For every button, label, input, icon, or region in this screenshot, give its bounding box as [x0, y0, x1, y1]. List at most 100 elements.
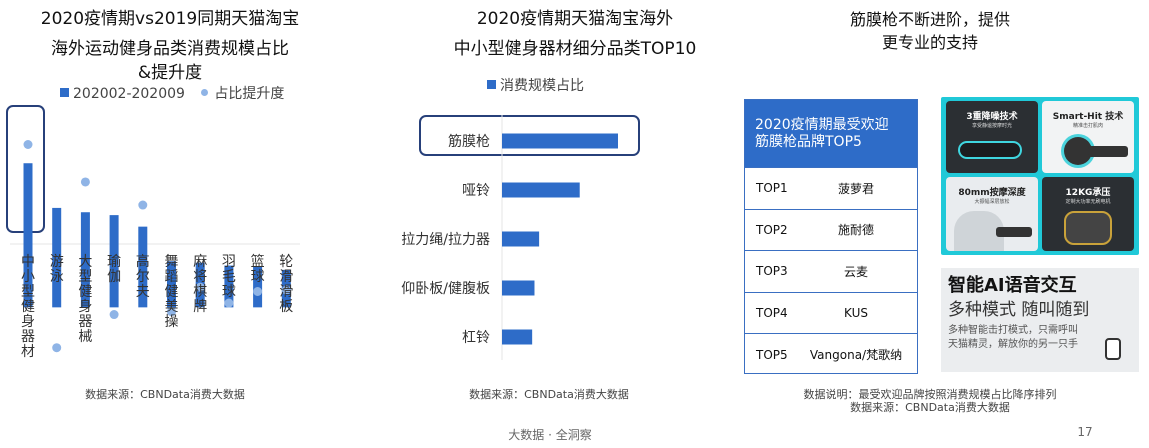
table-row: TOP4 KUS — [745, 291, 917, 334]
massage-gun-icon — [996, 227, 1032, 237]
left-chart-title: 2020疫情期vs2019同期天猫淘宝 海外运动健身品类消费规模占比 &提升度 — [20, 4, 320, 88]
lift-dot-中小型健身器材 — [23, 140, 33, 149]
bar-拉力绳/拉力器 — [502, 231, 540, 247]
bar-游泳 — [52, 207, 62, 308]
product-card-sub: 精准击打肌肉 — [1072, 123, 1103, 129]
right-title-line-1: 筋膜枪不断进阶，提供 — [849, 10, 1010, 29]
category-label: 轮滑滑板 — [279, 254, 294, 315]
smart-speaker-icon — [1105, 338, 1121, 360]
product-card-sub: 大振幅深层放松 — [974, 199, 1010, 205]
legend-dot-swatch — [201, 89, 209, 96]
category-label: 哑铃 — [462, 183, 490, 199]
lift-dot-大型健身器械 — [80, 177, 90, 187]
category-label: 高尔夫 — [135, 254, 150, 300]
brand-cell: 云麦 — [843, 264, 868, 279]
product-card-sub: 享受静谧按摩时光 — [971, 123, 1012, 129]
product-card-title: 12KG承压 — [1065, 188, 1111, 198]
mid-legend: 消费规模占比 — [487, 75, 584, 95]
right-panel-title: 筋膜枪不断进阶，提供 更专业的支持 — [790, 8, 1070, 54]
left-legend: 202002-202009 占比提升度 — [60, 83, 284, 103]
ai-voice-card: 智能AI语音交互 多种模式 随叫随到 多种智能击打模式，只需呼叫 天猫精灵，解放… — [941, 268, 1139, 372]
page-number: 17 — [1077, 425, 1093, 439]
mid-source: 数据来源：CBNData消费大数据 — [469, 388, 629, 401]
rank-cell: TOP2 — [756, 222, 788, 237]
ai-card-body-line-2: 天猫精灵，解放你的另一只手 — [948, 339, 1078, 350]
lift-dot-游泳 — [52, 343, 62, 353]
category-label: 篮球 — [250, 254, 265, 285]
rank-cell: TOP3 — [756, 264, 788, 279]
bar-杠铃 — [502, 329, 533, 345]
massage-gun-head-icon — [1064, 137, 1092, 165]
legend-dot-label: 占比提升度 — [214, 86, 285, 102]
bar-羽毛球 — [224, 265, 234, 308]
brand-cell: 施耐德 — [837, 223, 874, 238]
bar-筋膜枪 — [502, 133, 618, 149]
bar-大型健身器械 — [80, 212, 90, 308]
category-label: 筋膜枪 — [448, 134, 490, 150]
table-row: TOP5 Vangona/梵歌纳 — [745, 333, 917, 375]
product-card-depth: 80mm按摩深度 大振幅深层放松 — [946, 177, 1038, 251]
right-note: 数据说明：最受欢迎品牌按照消费规模占比降序排列 数据来源：CBNData消费大数… — [760, 388, 1100, 414]
brand-table-header: 2020疫情期最受欢迎 筋膜枪品牌TOP5 — [745, 100, 917, 167]
left-chart — [10, 140, 300, 353]
mid-highlight-box — [419, 115, 640, 156]
table-row: TOP2 施耐德 — [745, 208, 917, 251]
mid-legend-swatch — [487, 80, 496, 89]
category-label: 中小型健身器材 — [21, 254, 35, 360]
ai-card-subtitle: 多种模式 随叫随到 — [948, 300, 1090, 320]
left-title-line-3: &提升度 — [137, 63, 203, 83]
lift-dot-麻将棋牌 — [195, 282, 205, 292]
category-label: 舞蹈健美操 — [164, 254, 179, 330]
category-label: 游泳 — [49, 254, 64, 285]
lift-dot-篮球 — [253, 287, 263, 296]
ai-card-title: 智能AI语音交互 — [948, 275, 1077, 296]
bar-高尔夫 — [138, 226, 148, 308]
category-label: 麻将棋牌 — [193, 254, 208, 315]
bar-仰卧板/健腹板 — [502, 280, 535, 296]
left-title-line-2: 海外运动健身品类消费规模占比 — [51, 39, 289, 59]
rank-cell: TOP1 — [756, 181, 788, 196]
massage-gun-icon — [960, 143, 1020, 157]
category-label: 仰卧板/健腹板 — [401, 281, 490, 297]
category-label: 拉力绳/拉力器 — [401, 232, 490, 248]
brand-cell: KUS — [844, 306, 868, 321]
product-card-noise: 3重降噪技术 享受静谧按摩时光 — [946, 101, 1038, 173]
legend-bar-label: 202002-202009 — [73, 86, 185, 102]
product-card-title: Smart-Hit 技术 — [1052, 112, 1124, 122]
ai-card-body-line-1: 多种智能击打模式，只需呼叫 — [948, 325, 1078, 336]
table-row: TOP1 菠萝君 — [745, 167, 917, 209]
rank-cell: TOP4 — [756, 306, 788, 321]
right-note-line-2: 数据来源：CBNData消费大数据 — [850, 401, 1010, 414]
product-card-title: 80mm按摩深度 — [958, 188, 1026, 198]
mid-title-line-2: 中小型健身器材细分品类TOP10 — [453, 39, 697, 59]
brand-top5-table: 2020疫情期最受欢迎 筋膜枪品牌TOP5 TOP1 菠萝君 TOP2 施耐德 TO… — [744, 99, 918, 374]
product-card-sub: 定制大功率无刷电机 — [1065, 199, 1111, 205]
mid-chart — [501, 115, 618, 360]
product-card-pressure: 12KG承压 定制大功率无刷电机 — [1042, 177, 1134, 251]
mid-title-line-1: 2020疫情期天猫淘宝海外 — [476, 9, 674, 29]
lift-dot-舞蹈健美操 — [167, 307, 176, 317]
right-note-line-1: 数据说明：最受欢迎品牌按照消费规模占比降序排列 — [803, 388, 1057, 401]
brand-table-head-line-2: 筋膜枪品牌TOP5 — [755, 134, 862, 150]
mid-chart-title: 2020疫情期天猫淘宝海外 中小型健身器材细分品类TOP10 — [410, 4, 740, 64]
category-label: 瑜伽 — [107, 254, 122, 285]
bar-哑铃 — [502, 182, 580, 198]
mid-legend-label: 消费规模占比 — [500, 78, 584, 94]
lift-dot-高尔夫 — [138, 200, 148, 210]
product-card-smart-hit: Smart-Hit 技术 精准击打肌肉 — [1042, 101, 1134, 173]
product-card-title: 3重降噪技术 — [966, 112, 1018, 122]
bar-舞蹈健美操 — [167, 261, 176, 308]
lift-dot-轮滑滑板 — [281, 285, 291, 295]
footer-brand: 大数据 · 全洞察 — [508, 428, 592, 442]
massage-gun-body-icon — [1088, 146, 1128, 157]
brand-cell: 菠萝君 — [837, 181, 874, 196]
lift-dot-羽毛球 — [224, 298, 234, 308]
brand-table-head-line-1: 2020疫情期最受欢迎 — [755, 117, 889, 133]
person-photo-icon — [954, 211, 1004, 251]
motor-icon — [1064, 211, 1112, 245]
table-row: TOP3 云麦 — [745, 250, 917, 292]
left-source: 数据来源：CBNData消费大数据 — [85, 388, 245, 401]
brand-cell: Vangona/梵歌纳 — [809, 348, 903, 363]
bar-瑜伽 — [109, 215, 119, 308]
bar-中小型健身器材 — [23, 163, 33, 308]
